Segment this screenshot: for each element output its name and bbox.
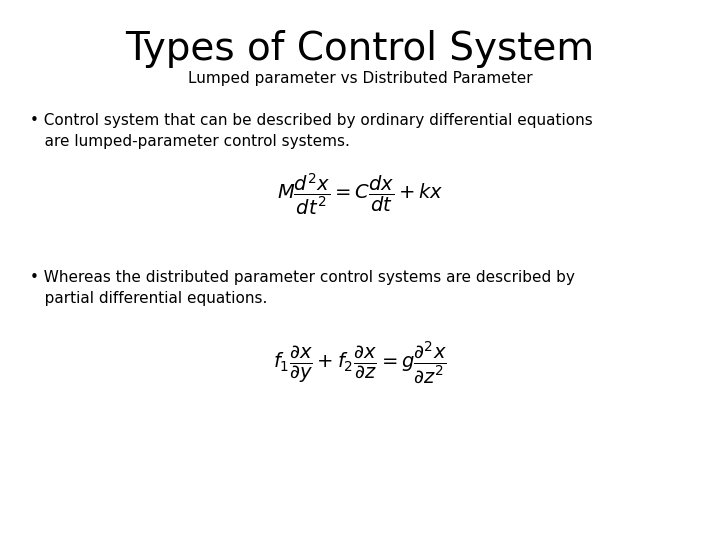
Text: Lumped parameter vs Distributed Parameter: Lumped parameter vs Distributed Paramete… (188, 71, 532, 86)
Text: • Control system that can be described by ordinary differential equations: • Control system that can be described b… (30, 113, 593, 129)
Text: are lumped-parameter control systems.: are lumped-parameter control systems. (30, 134, 350, 149)
Text: • Whereas the distributed parameter control systems are described by: • Whereas the distributed parameter cont… (30, 270, 575, 285)
Text: partial differential equations.: partial differential equations. (30, 291, 268, 306)
Text: Types of Control System: Types of Control System (125, 30, 595, 68)
Text: $f_1 \dfrac{\partial x}{\partial y} + f_2 \dfrac{\partial x}{\partial z} = g \df: $f_1 \dfrac{\partial x}{\partial y} + f_… (273, 339, 447, 384)
Text: $M \dfrac{d^{2}x}{dt^{2}} = C\dfrac{dx}{dt} + kx$: $M \dfrac{d^{2}x}{dt^{2}} = C\dfrac{dx}{… (276, 172, 444, 217)
